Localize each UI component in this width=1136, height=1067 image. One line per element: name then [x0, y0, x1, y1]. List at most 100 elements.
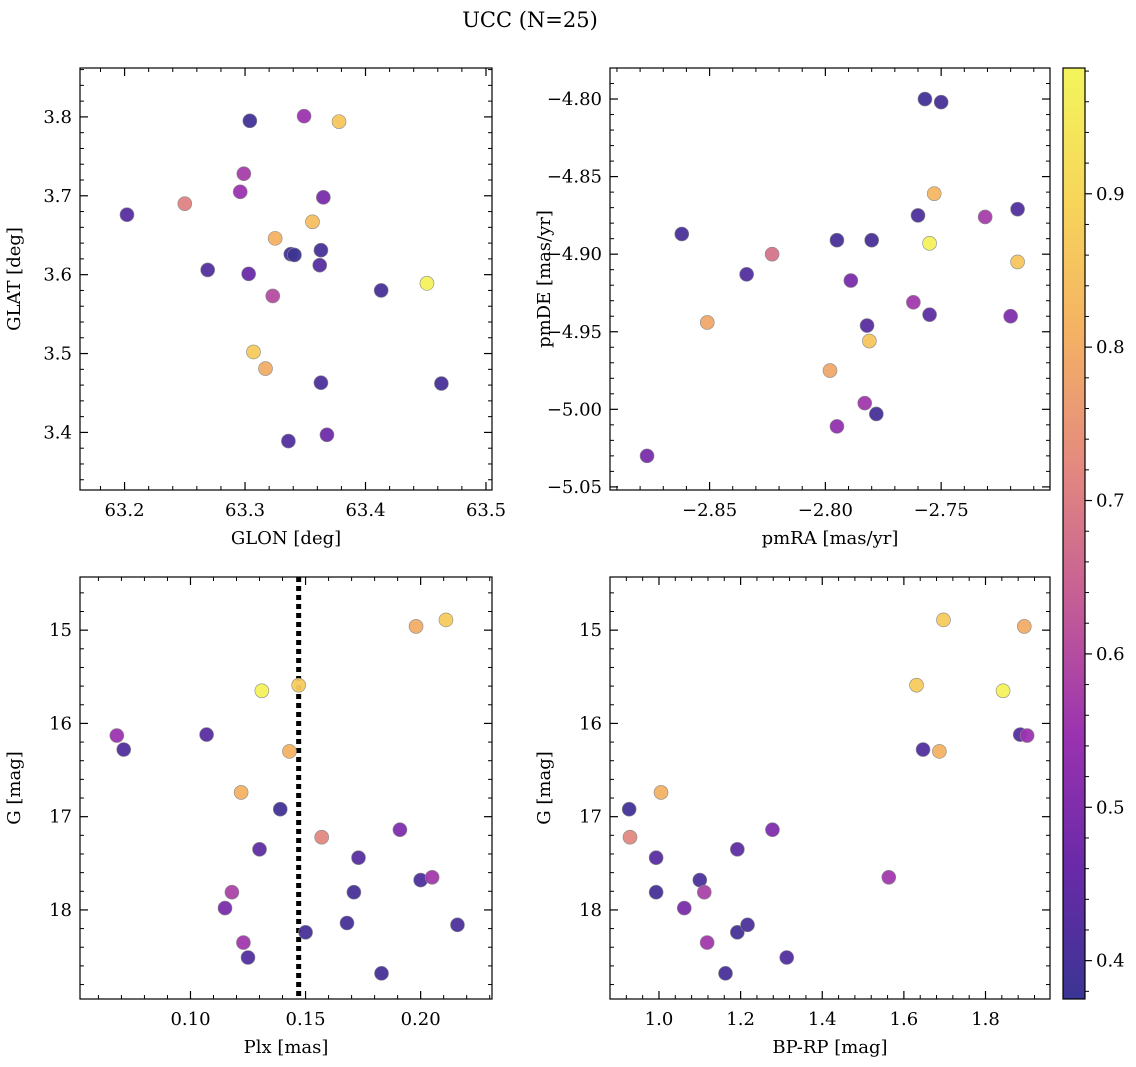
scatter-point: [932, 744, 947, 759]
y-tick-label: −4.85: [547, 167, 602, 188]
scatter-point: [232, 184, 248, 200]
scatter-point: [699, 935, 715, 950]
scatter-point: [843, 273, 859, 288]
y-tick-label: 3.5: [43, 344, 72, 365]
scatter-point: [995, 683, 1011, 699]
scatter-point: [373, 283, 389, 298]
scatter-point: [674, 226, 690, 242]
scatter-point: [424, 869, 440, 885]
scatter-point: [408, 619, 424, 634]
scatter-point: [676, 900, 692, 916]
scatter-point: [977, 209, 993, 225]
y-tick-label: 3.6: [43, 265, 72, 286]
y-tick-label: 15: [49, 620, 72, 641]
y-tick-label: −4.90: [547, 244, 602, 265]
scatter-point: [313, 375, 329, 391]
y-axis-label: G [mag]: [534, 751, 555, 824]
scatter-point: [829, 232, 845, 248]
colorbar-tick-label: 0.7: [1096, 491, 1125, 512]
y-tick-label: 3.7: [43, 186, 72, 207]
scatter-point: [217, 900, 233, 916]
x-tick-label: 63.5: [466, 500, 506, 521]
scatter-point: [258, 361, 273, 376]
scatter-point: [351, 850, 366, 866]
scatter-point: [296, 108, 312, 124]
scatter-point: [312, 257, 328, 273]
x-axis-label: pmRA [mas/yr]: [762, 528, 899, 549]
y-axis-label: G [mag]: [4, 751, 25, 824]
colorbar-tick-label: 0.5: [1096, 797, 1125, 818]
scatter-point: [450, 917, 465, 933]
scatter-point: [199, 727, 214, 742]
scatter-point: [740, 917, 755, 933]
scatter-point: [291, 677, 306, 693]
x-tick-label: 1.0: [645, 1009, 674, 1030]
x-tick-label: 0.20: [401, 1009, 441, 1030]
panel-top-left: 63.2 63.3 63.4 63.5 3.4 3.5 3.6 3.7 3.8 GLON [deg…: [4, 67, 506, 549]
scatter-point: [339, 915, 355, 931]
colorbar-tick-label: 0.4: [1096, 951, 1125, 972]
y-tick-label: 16: [49, 713, 72, 734]
scatter-point: [933, 94, 949, 110]
scatter-point: [857, 395, 873, 411]
scatter-point: [779, 950, 795, 965]
scatter-point: [648, 850, 664, 866]
x-tick-label: −2.75: [914, 500, 969, 521]
scatter-point: [829, 419, 845, 434]
colorbar-tick-label: 0.6: [1096, 644, 1125, 665]
scatter-point: [859, 318, 875, 333]
scatter-point: [917, 91, 933, 107]
scatter-point: [765, 822, 780, 838]
y-tick-label: −4.80: [547, 89, 602, 110]
y-tick-label: 18: [579, 900, 602, 921]
x-tick-label: 63.4: [345, 500, 385, 521]
scatter-point: [434, 376, 449, 391]
scatter-point: [236, 166, 252, 181]
x-tick-label: 1.2: [726, 1009, 755, 1030]
y-tick-label: 17: [579, 807, 602, 828]
scatter-point: [862, 333, 877, 349]
x-tick-label: 0.15: [286, 1009, 326, 1030]
scatter-point: [252, 842, 267, 857]
colorbar-tick-label: 0.8: [1096, 337, 1125, 358]
scatter-point: [718, 966, 733, 981]
scatter-point: [240, 950, 256, 965]
axes-frame: [79, 576, 493, 1000]
scatter-point: [419, 276, 435, 291]
y-tick-label: 3.4: [43, 422, 72, 443]
scatter-point: [242, 113, 258, 129]
scatter-point: [864, 232, 879, 248]
scatter-point: [639, 448, 655, 464]
panel-bottom-right: 1.0 1.2 1.4 1.6 1.8 15 16 17 18 BP-RP [mag] G [mag…: [534, 576, 1051, 1058]
x-tick-label: −2.85: [682, 500, 737, 521]
scatter-point: [272, 801, 288, 817]
scatter-point: [1010, 254, 1025, 270]
scatter-point: [267, 231, 283, 246]
y-axis-label: GLAT [deg]: [4, 227, 25, 331]
scatter-point: [177, 196, 193, 211]
scatter-point: [922, 307, 937, 322]
scatter-point: [254, 683, 270, 699]
scatter-point: [374, 966, 389, 981]
scatter-point: [236, 935, 251, 950]
x-tick-label: 0.10: [170, 1009, 210, 1030]
scatter-point: [109, 728, 125, 743]
scatter-point: [910, 208, 926, 223]
colorbar: 0.4 0.5 0.6 0.7 0.8 0.9: [1062, 67, 1125, 1000]
scatter-point: [1016, 619, 1032, 634]
axes-frame: [609, 576, 1051, 1000]
x-axis-label: BP-RP [mag]: [772, 1037, 887, 1058]
scatter-point: [224, 884, 240, 900]
scatter-point: [282, 744, 297, 759]
scatter-point: [316, 190, 331, 205]
scatter-point: [621, 801, 637, 817]
scatter-point: [909, 677, 924, 693]
scatter-point: [926, 186, 942, 201]
y-tick-label: 17: [49, 807, 72, 828]
y-tick-label: 18: [49, 900, 72, 921]
scatter-point: [699, 315, 715, 330]
scatter-point: [730, 925, 745, 940]
scatter-point: [869, 406, 884, 422]
y-axis-label: pmDE [mas/yr]: [534, 210, 555, 348]
scatter-point: [1019, 728, 1035, 743]
